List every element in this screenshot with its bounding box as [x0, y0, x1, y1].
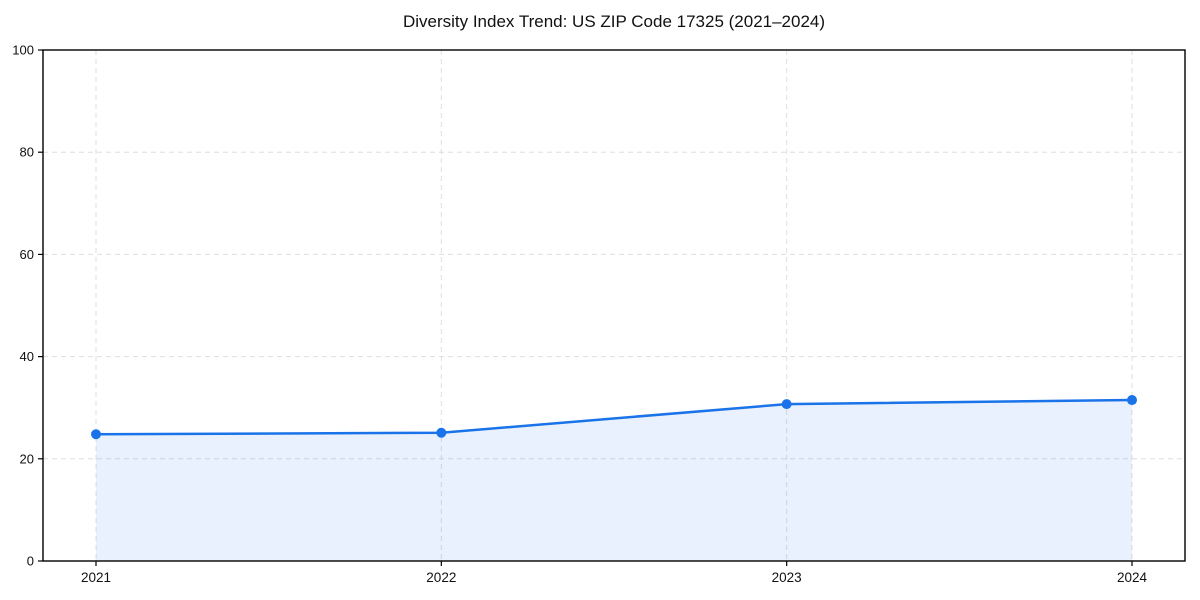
y-tick-label: 0 [27, 554, 34, 569]
y-tick-label: 100 [12, 43, 34, 58]
y-tick-label: 60 [20, 247, 34, 262]
x-tick-label: 2021 [81, 570, 111, 585]
x-tick-label: 2024 [1117, 570, 1148, 585]
chart-title: Diversity Index Trend: US ZIP Code 17325… [402, 12, 826, 31]
x-tick-label: 2023 [772, 570, 802, 585]
y-tick-label: 20 [20, 451, 34, 466]
x-tick-label: 2022 [426, 570, 456, 585]
y-tick-label: 40 [20, 349, 34, 364]
data-point-marker [91, 429, 101, 440]
data-point-marker [1127, 395, 1137, 406]
trend-line [94, 398, 1134, 436]
data-point-marker [781, 399, 792, 410]
plot-border [42, 49, 1186, 562]
area-fill [96, 400, 1132, 561]
y-tick-label: 80 [20, 145, 34, 160]
data-point-marker [436, 427, 447, 438]
